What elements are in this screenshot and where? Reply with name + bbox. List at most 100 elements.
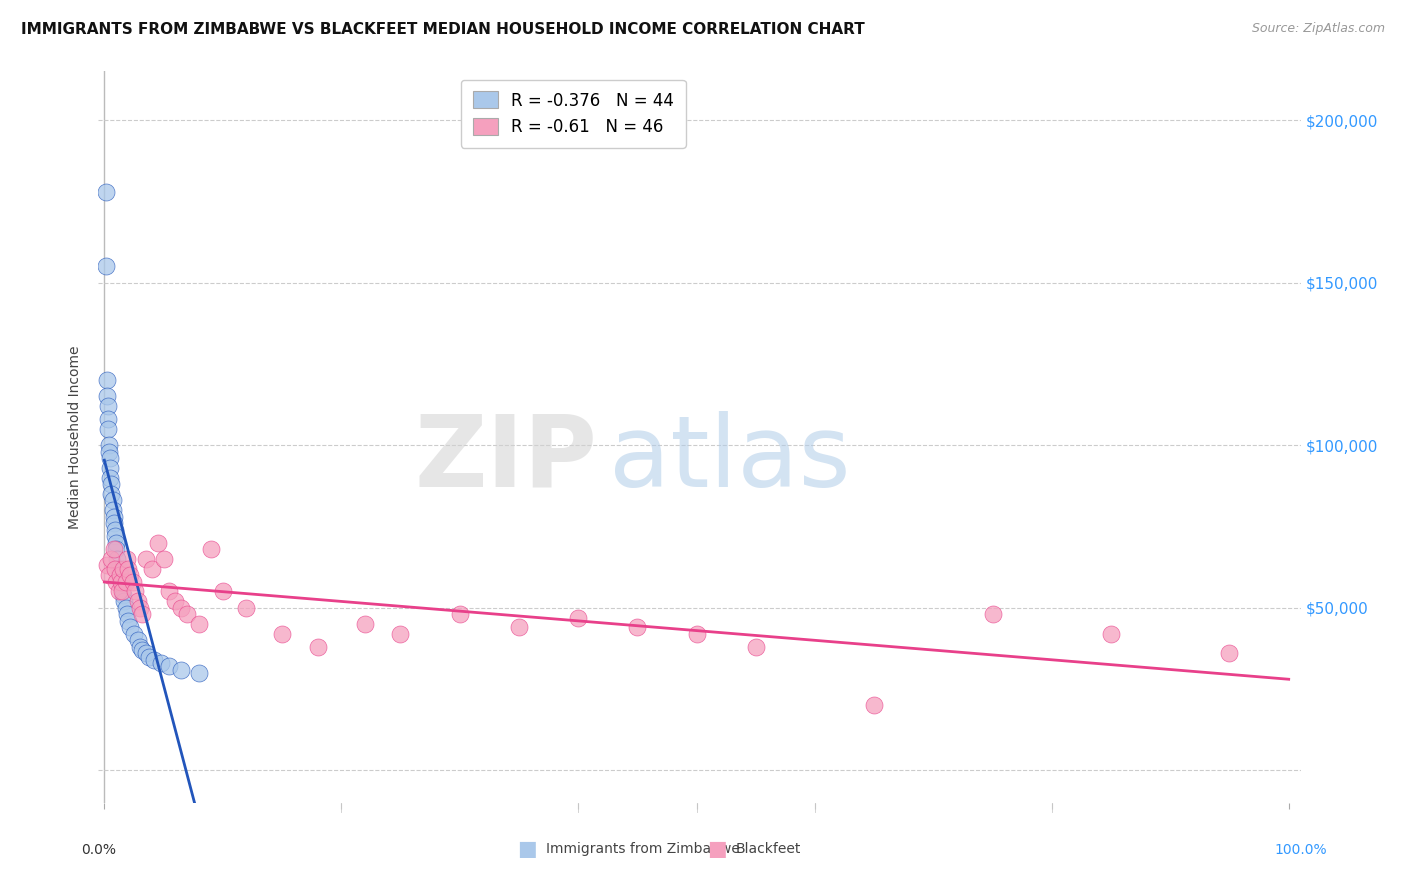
Point xyxy=(271,626,294,640)
Point xyxy=(127,594,149,608)
Point xyxy=(104,529,127,543)
Point xyxy=(354,617,377,632)
Point xyxy=(114,594,136,608)
Point xyxy=(685,626,707,640)
Point xyxy=(117,614,139,628)
Point xyxy=(1218,646,1240,660)
Point xyxy=(98,444,121,458)
Legend: R = -0.376   N = 44, R = -0.61   N = 46: R = -0.376 N = 44, R = -0.61 N = 46 xyxy=(461,79,686,148)
Point xyxy=(121,574,143,589)
Point xyxy=(97,422,120,436)
Point xyxy=(96,389,118,403)
Point xyxy=(508,620,530,634)
Point xyxy=(111,584,134,599)
Text: Blackfeet: Blackfeet xyxy=(735,842,800,856)
Text: ■: ■ xyxy=(517,839,537,859)
Point xyxy=(104,562,127,576)
Point xyxy=(98,438,121,452)
Text: ■: ■ xyxy=(707,839,727,859)
Point xyxy=(94,185,117,199)
Point xyxy=(165,594,187,608)
Point xyxy=(449,607,471,622)
Point xyxy=(389,626,412,640)
Point xyxy=(114,574,136,589)
Text: atlas: atlas xyxy=(609,410,851,508)
Point xyxy=(152,552,174,566)
Point xyxy=(94,260,117,274)
Point xyxy=(103,516,125,531)
Point xyxy=(122,626,145,640)
Point xyxy=(120,568,142,582)
Point xyxy=(110,574,132,589)
Point xyxy=(111,581,134,595)
Point xyxy=(159,659,181,673)
Point xyxy=(108,568,131,582)
Point xyxy=(128,640,150,654)
Point xyxy=(981,607,1004,622)
Point xyxy=(124,584,146,599)
Point xyxy=(107,584,129,599)
Point xyxy=(96,373,118,387)
Point xyxy=(96,558,118,573)
Point xyxy=(115,607,138,622)
Point xyxy=(98,451,121,466)
Point xyxy=(115,552,138,566)
Point xyxy=(170,663,193,677)
Point xyxy=(117,562,139,576)
Text: Source: ZipAtlas.com: Source: ZipAtlas.com xyxy=(1251,22,1385,36)
Point xyxy=(176,607,198,622)
Point xyxy=(211,584,233,599)
Point xyxy=(107,562,129,576)
Point xyxy=(112,562,135,576)
Point xyxy=(114,600,136,615)
Point xyxy=(105,542,128,557)
Point xyxy=(104,523,127,537)
Point xyxy=(307,640,329,654)
Point xyxy=(100,552,122,566)
Point xyxy=(105,574,128,589)
Point xyxy=(112,588,135,602)
Point xyxy=(108,568,131,582)
Point xyxy=(188,617,211,632)
Point xyxy=(188,665,211,680)
Point xyxy=(159,584,181,599)
Point xyxy=(100,487,122,501)
Point xyxy=(100,477,122,491)
Point xyxy=(135,552,157,566)
Point xyxy=(567,610,589,624)
Point xyxy=(103,542,125,557)
Point xyxy=(101,503,124,517)
Text: Immigrants from Zimbabwe: Immigrants from Zimbabwe xyxy=(546,842,740,856)
Point xyxy=(127,633,149,648)
Point xyxy=(146,535,169,549)
Point xyxy=(105,535,128,549)
Point xyxy=(200,542,222,557)
Text: ZIP: ZIP xyxy=(415,410,598,508)
Point xyxy=(131,643,153,657)
Text: 100.0%: 100.0% xyxy=(1274,843,1327,857)
Point xyxy=(863,698,886,713)
Point xyxy=(135,646,157,660)
Point xyxy=(626,620,648,634)
Point xyxy=(101,493,124,508)
Point xyxy=(745,640,768,654)
Point xyxy=(131,607,153,622)
Point xyxy=(103,509,125,524)
Point xyxy=(120,620,142,634)
Point xyxy=(128,600,150,615)
Point xyxy=(141,562,163,576)
Point xyxy=(98,461,121,475)
Point xyxy=(235,600,257,615)
Point xyxy=(170,600,193,615)
Point xyxy=(97,412,120,426)
Text: IMMIGRANTS FROM ZIMBABWE VS BLACKFEET MEDIAN HOUSEHOLD INCOME CORRELATION CHART: IMMIGRANTS FROM ZIMBABWE VS BLACKFEET ME… xyxy=(21,22,865,37)
Point xyxy=(97,399,120,413)
Point xyxy=(98,471,121,485)
Y-axis label: Median Household Income: Median Household Income xyxy=(69,345,83,529)
Point xyxy=(110,574,132,589)
Point xyxy=(1099,626,1122,640)
Point xyxy=(138,649,160,664)
Point xyxy=(105,552,128,566)
Point xyxy=(143,653,166,667)
Point xyxy=(98,568,121,582)
